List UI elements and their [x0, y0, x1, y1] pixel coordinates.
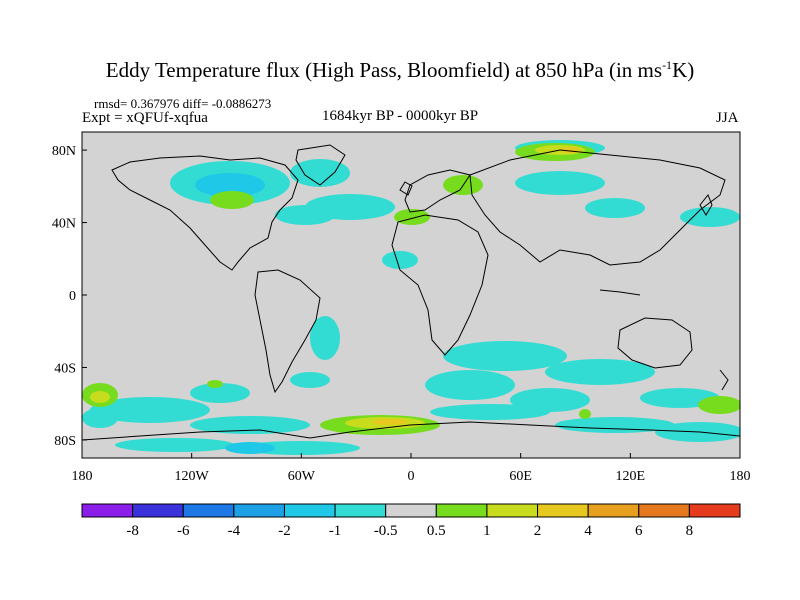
- colorbar-box: [182, 503, 235, 518]
- colorbar-box: [587, 503, 640, 518]
- colorbar-box: [132, 503, 184, 518]
- colorbar-label: -0.5: [374, 523, 398, 539]
- anomaly-fields: [82, 140, 740, 455]
- y-tick-label: 80N: [52, 144, 76, 159]
- y-tick-label: 80S: [54, 434, 76, 449]
- colorbar-box: [688, 503, 741, 518]
- colorbar-label: -4: [228, 523, 241, 539]
- colorbar-label: 4: [584, 523, 592, 539]
- y-tick-label: 40S: [54, 361, 76, 376]
- colorbar-box: [334, 503, 387, 518]
- colorbar-box: [81, 503, 134, 518]
- colorbar-label: -6: [177, 523, 190, 539]
- colorbar-box: [638, 503, 690, 518]
- colorbar-box: [233, 503, 285, 518]
- map-title: Eddy Temperature flux (High Pass, Bloomf…: [105, 58, 695, 82]
- x-tick-label: 180: [72, 469, 93, 484]
- x-tick-labels: 180 120W 60W 0 60E 120E 180: [72, 469, 751, 484]
- colorbar-label: 8: [686, 523, 694, 539]
- colorbar-box: [435, 503, 488, 518]
- y-tick-label: 0: [69, 289, 76, 304]
- x-tick-label: 60W: [288, 469, 316, 484]
- colorbar-label: -8: [126, 523, 139, 539]
- x-tick-label: 180: [730, 469, 751, 484]
- colorbar-label: 6: [635, 523, 643, 539]
- rmsd-diff-label: rmsd= 0.367976 diff= -0.0886273: [94, 96, 272, 111]
- colorbar-label: 1: [483, 523, 491, 539]
- colorbar-label: 0.5: [427, 523, 446, 539]
- experiment-label: Expt = xQFUf-xqfua: [82, 110, 208, 126]
- colorbar: -8 -6 -4 -2 -1 -0.5 0.5 1 2 4 6 8: [81, 503, 741, 539]
- colorbar-box: [385, 503, 437, 518]
- x-tick-label: 120E: [616, 469, 646, 484]
- colorbar-box: [537, 503, 589, 518]
- colorbar-label: -1: [329, 523, 342, 539]
- y-tick-label: 40N: [52, 217, 76, 232]
- colorbar-label: 2: [534, 523, 542, 539]
- x-tick-label: 120W: [175, 469, 210, 484]
- colorbar-box: [283, 503, 336, 518]
- x-tick-label: 60E: [509, 469, 532, 484]
- period-label: 1684kyr BP - 0000kyr BP: [322, 108, 479, 124]
- y-tick-labels: 80N 40N 0 40S 80S: [52, 144, 76, 449]
- coastlines: [82, 144, 740, 441]
- x-tick-label: 0: [408, 469, 415, 484]
- season-label: JJA: [716, 110, 739, 126]
- map-panel: [81, 131, 741, 459]
- colorbar-label: -2: [278, 523, 291, 539]
- colorbar-box: [486, 503, 539, 518]
